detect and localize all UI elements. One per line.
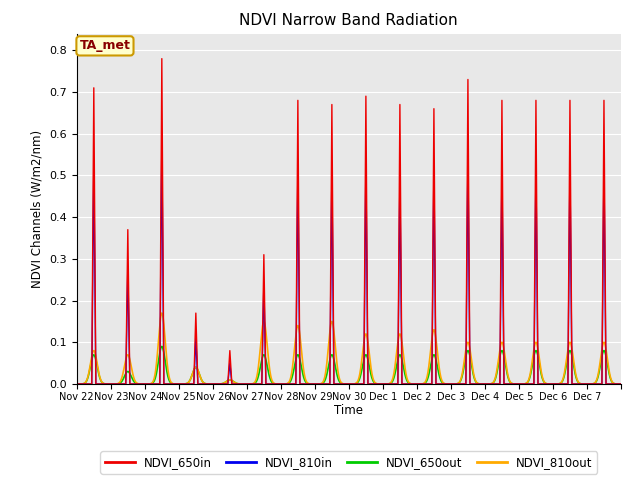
Y-axis label: NDVI Channels (W/m2/nm): NDVI Channels (W/m2/nm) (31, 130, 44, 288)
Text: TA_met: TA_met (79, 39, 131, 52)
Title: NDVI Narrow Band Radiation: NDVI Narrow Band Radiation (239, 13, 458, 28)
Legend: NDVI_650in, NDVI_810in, NDVI_650out, NDVI_810out: NDVI_650in, NDVI_810in, NDVI_650out, NDV… (100, 451, 597, 474)
X-axis label: Time: Time (334, 405, 364, 418)
